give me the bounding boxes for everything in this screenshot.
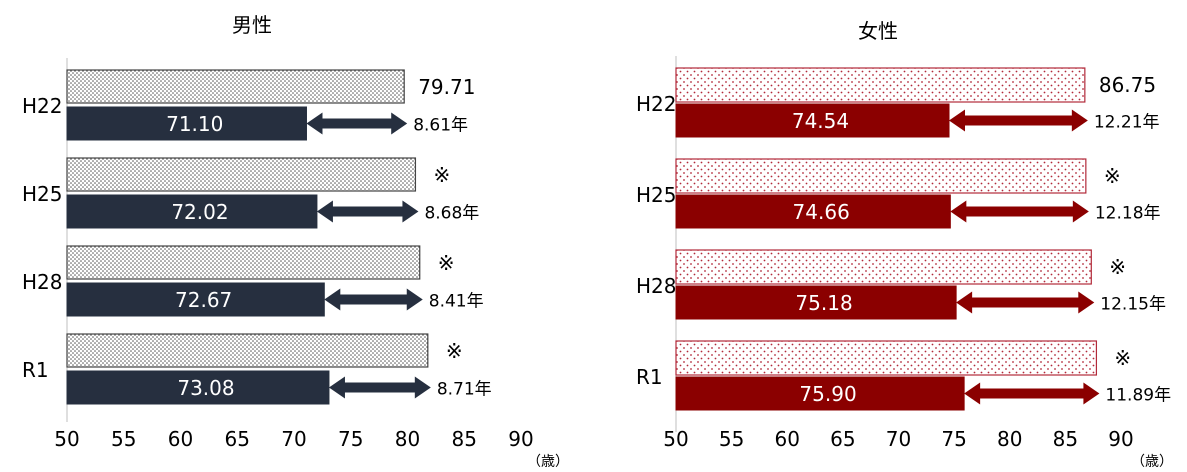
bar-healthy-life-expectancy: [66, 194, 318, 229]
bottom-value-label: 74.54: [792, 109, 849, 133]
x-tick-label: 50: [54, 427, 79, 451]
category-label: H22: [636, 92, 677, 116]
difference-arrow: [949, 109, 1088, 132]
x-tick-label: 75: [338, 427, 363, 451]
top-value-label: ※: [1104, 164, 1121, 188]
gap-label: 8.61年: [413, 116, 468, 136]
bar-healthy-life: [66, 333, 429, 368]
x-tick-label: 80: [395, 427, 420, 451]
bar-healthy-life: [66, 157, 417, 192]
difference-arrow: [306, 112, 408, 135]
bottom-value-label: 72.67: [175, 288, 232, 312]
bar-healthy-life-expectancy: [675, 376, 965, 411]
top-value-label: ※: [1114, 346, 1131, 370]
chart-title: 男性: [232, 13, 272, 37]
bar-healthy-life-expectancy: [675, 194, 951, 229]
x-tick-label: 60: [168, 427, 193, 451]
top-value-label: 86.75: [1099, 73, 1156, 97]
x-tick-label: 55: [719, 427, 744, 451]
difference-arrow: [316, 200, 419, 223]
panel-male: 男性 H22 79.71 71.10 8.61年 H25 ※ 72.02 8.68年 H28 ※ 72…: [22, 13, 569, 470]
difference-arrow: [324, 288, 423, 311]
gap-label: 12.21年: [1094, 113, 1160, 133]
x-tick-label: 80: [997, 427, 1022, 451]
x-tick-label: 70: [886, 427, 911, 451]
x-tick-label: 75: [941, 427, 966, 451]
x-tick-label: 60: [775, 427, 800, 451]
difference-arrow: [964, 382, 1100, 405]
chart-title: 女性: [858, 19, 898, 43]
bottom-value-label: 74.66: [793, 200, 850, 224]
category-label: H22: [22, 94, 63, 118]
gap-label: 11.89年: [1105, 386, 1171, 406]
unit-label: （歳）: [1131, 454, 1173, 470]
bottom-value-label: 75.18: [795, 291, 852, 315]
x-tick-label: 65: [225, 427, 250, 451]
unit-label: （歳）: [527, 454, 569, 470]
bottom-value-label: 72.02: [171, 200, 228, 224]
x-tick-label: 65: [830, 427, 855, 451]
gap-label: 12.18年: [1095, 204, 1161, 224]
bar-healthy-life: [66, 69, 405, 104]
gap-label: 8.41年: [429, 292, 484, 312]
bottom-value-label: 71.10: [166, 112, 223, 136]
category-label: R1: [22, 358, 49, 382]
top-value-label: ※: [446, 339, 463, 363]
category-label: H25: [636, 183, 677, 207]
category-label: H25: [22, 182, 63, 206]
bottom-value-label: 75.90: [799, 382, 856, 406]
bar-healthy-life: [675, 67, 1086, 103]
category-label: H28: [22, 270, 63, 294]
panel-female: 女性 H22 86.75 74.54 12.21年 H25 ※ 74.66 12.18年 H28 ※…: [636, 19, 1173, 470]
bottom-value-label: 73.08: [177, 376, 234, 400]
gap-label: 12.15年: [1100, 295, 1166, 315]
difference-arrow: [328, 376, 431, 399]
x-tick-label: 70: [281, 427, 306, 451]
bar-healthy-life: [66, 245, 421, 280]
x-tick-label: 85: [452, 427, 477, 451]
gap-label: 8.71年: [437, 380, 492, 400]
gap-label: 8.68年: [424, 204, 479, 224]
top-value-label: ※: [433, 163, 450, 187]
x-tick-label: 55: [111, 427, 136, 451]
top-value-label: 79.71: [418, 75, 475, 99]
bar-healthy-life: [675, 158, 1087, 194]
top-value-label: ※: [438, 251, 455, 275]
x-tick-label: 50: [663, 427, 688, 451]
x-tick-label: 85: [1053, 427, 1078, 451]
bar-healthy-life: [675, 249, 1092, 285]
difference-arrow: [956, 291, 1095, 314]
bar-healthy-life-expectancy: [675, 285, 957, 320]
x-tick-label: 90: [1108, 427, 1133, 451]
bar-healthy-life-expectancy: [66, 282, 325, 317]
category-label: R1: [636, 365, 663, 389]
difference-arrow: [950, 200, 1089, 223]
bar-healthy-life: [675, 340, 1098, 376]
x-tick-label: 90: [508, 427, 533, 451]
category-label: H28: [636, 274, 677, 298]
top-value-label: ※: [1109, 255, 1126, 279]
